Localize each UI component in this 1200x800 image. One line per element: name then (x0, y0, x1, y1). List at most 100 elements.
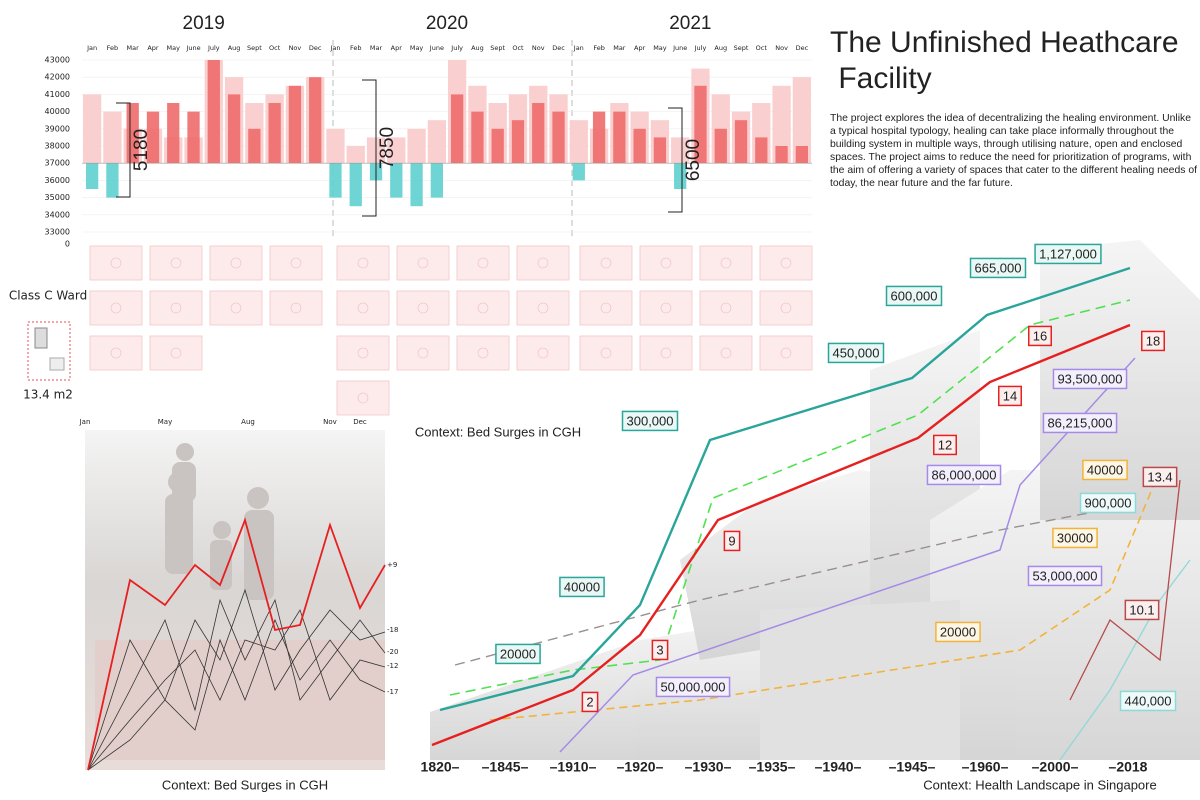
month-label: Jan (86, 44, 97, 52)
month-label: Feb (107, 44, 119, 52)
annotation-box (998, 385, 1022, 407)
bar (146, 111, 160, 164)
timeline-annotation: 18 (1141, 330, 1165, 352)
bar (86, 163, 99, 189)
month-label: Nov (323, 418, 337, 426)
bar-light (103, 111, 122, 164)
surge-bracket (362, 79, 377, 217)
bar (451, 94, 464, 164)
ward-cell (516, 290, 570, 326)
month-label: Apr (634, 44, 646, 52)
ward-cell-mark (537, 347, 549, 359)
end-label: -20 (387, 648, 398, 656)
ward-cell (336, 380, 390, 416)
ward-cell (639, 335, 693, 371)
variation-line (87, 618, 386, 771)
timeline-year: –1940– (815, 759, 862, 775)
ward-cell-mark (720, 257, 732, 269)
rect (27, 321, 71, 381)
annotation-label: 40000 (1087, 462, 1123, 477)
bar (552, 111, 565, 164)
month-label: July (450, 44, 463, 52)
bar (248, 128, 261, 164)
annotation-box (651, 639, 669, 661)
ward-cell-mark (357, 302, 369, 314)
ward-cell-mark (477, 257, 489, 269)
ward-cell-mark (230, 302, 242, 314)
bar (268, 103, 281, 164)
surge-label: 7850 (377, 127, 398, 169)
ward-plan (27, 321, 71, 381)
rect (165, 494, 193, 574)
month-label: Aug (471, 44, 484, 52)
month-label: Aug (714, 44, 727, 52)
ward-cell (579, 245, 633, 281)
variation-line (87, 609, 386, 771)
ward-cell-mark (417, 257, 429, 269)
annotation-label: 93,500,000 (1057, 371, 1122, 386)
y-tick-label: 35000 (45, 193, 70, 202)
annotation-label: 1,127,000 (1039, 246, 1097, 261)
annotation-box (1027, 565, 1103, 587)
timeline-year: –1960– (962, 759, 1009, 775)
ward-cell (759, 245, 813, 281)
ward-cell (516, 335, 570, 371)
month-label: Oct (269, 44, 281, 52)
end-label: -12 (387, 662, 398, 670)
rect (210, 540, 232, 590)
bar (349, 163, 362, 207)
ward-cell-mark (720, 347, 732, 359)
annotation-box (1119, 690, 1177, 712)
month-label: Dec (552, 44, 565, 52)
timeline-annotation: 50,000,000 (655, 676, 731, 698)
annotation-box (1142, 466, 1178, 488)
bar (572, 163, 585, 181)
bar-light (387, 137, 406, 164)
rect (49, 357, 65, 371)
end-label: -18 (387, 626, 398, 634)
month-label: Mar (613, 44, 626, 52)
bar (309, 77, 322, 164)
ward-cell-mark (537, 302, 549, 314)
annotation-box (827, 342, 885, 364)
ward-area: 13.4 m2 (23, 388, 73, 402)
line-teal (439, 266, 1131, 712)
month-label: June (185, 44, 200, 52)
ward-cell-mark (290, 302, 302, 314)
month-label: May (158, 418, 172, 426)
annotation-box (1034, 243, 1102, 265)
month-label: Nov (289, 44, 302, 52)
bar (734, 120, 748, 164)
ward-cell-mark (780, 257, 792, 269)
timeline-annotation: 20000 (935, 621, 981, 643)
annotation-box (969, 257, 1027, 279)
annotation-label: 16 (1033, 328, 1047, 343)
annotation-label: 20000 (500, 646, 536, 661)
annotation-box (1052, 527, 1098, 549)
timeline-annotation: 3 (651, 639, 669, 661)
ward-cell (699, 335, 753, 371)
ward-cell (639, 290, 693, 326)
bar (511, 120, 525, 164)
annotation-label: 20000 (940, 624, 976, 639)
annotation-label: 665,000 (975, 260, 1022, 275)
rect (244, 510, 274, 600)
month-label: Dec (353, 418, 367, 426)
timeline-annotation: 40000 (559, 576, 605, 598)
bar-light (569, 120, 588, 164)
month-label: Sept (490, 44, 505, 52)
ward-cell (456, 245, 510, 281)
circle (247, 487, 269, 509)
title-part: The Unfinished Heathcare (830, 26, 1179, 59)
ward-name: Class C Ward (9, 289, 87, 303)
bar (207, 60, 220, 164)
ward-cell-mark (780, 347, 792, 359)
title-part: Facility (830, 62, 932, 95)
annotation-label: 30000 (1057, 530, 1093, 545)
month-label: Jan (79, 418, 91, 426)
month-label: Jan (329, 44, 340, 52)
ward-cell (209, 290, 263, 326)
annotation-label: 3 (656, 642, 663, 657)
ward-cell (579, 335, 633, 371)
month-label: July (694, 44, 707, 52)
